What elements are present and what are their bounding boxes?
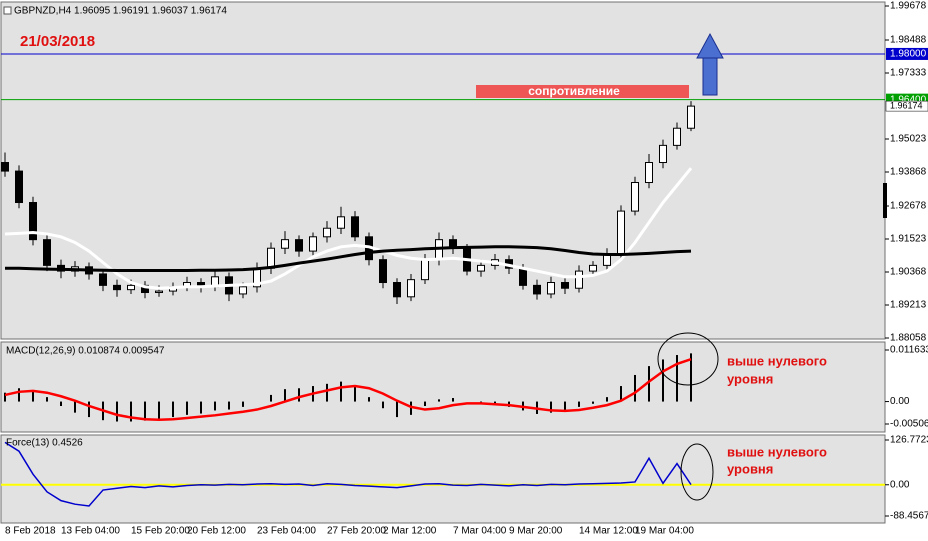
- force-annotation: уровня: [727, 461, 773, 476]
- main-panel: [0, 1, 886, 340]
- candle-body: [687, 105, 695, 129]
- y-tick-label: 1.99678: [890, 1, 927, 12]
- x-tick-label: 8 Feb 2018: [5, 526, 56, 537]
- line: [4, 167, 693, 290]
- candle-body: [1, 162, 9, 172]
- candle-body: [631, 182, 639, 212]
- x-tick-label: 14 Mar 12:00: [579, 526, 638, 537]
- y-tick-label: 126.7723: [890, 435, 928, 446]
- candle-body: [393, 282, 401, 298]
- candle-body: [407, 279, 415, 298]
- x-tick-label: 20 Feb 12:00: [187, 526, 246, 537]
- current-price-box: [885, 100, 928, 112]
- y-tick-label: 1.93868: [890, 167, 927, 178]
- candle-body: [379, 259, 387, 284]
- x-tick-label: 19 Mar 04:00: [635, 526, 694, 537]
- candle-body: [127, 284, 135, 291]
- force-title: Force(13) 0.4526: [6, 438, 83, 449]
- candle-body: [617, 210, 625, 255]
- candle-body: [155, 290, 163, 294]
- scroll-marker: [883, 183, 887, 218]
- candle-body: [659, 144, 667, 164]
- candle-body: [519, 267, 527, 286]
- up-arrow: [696, 32, 724, 96]
- highlight-ellipse: [680, 443, 714, 501]
- force-panel: [0, 434, 886, 524]
- candle-body: [589, 264, 597, 272]
- candle-body: [323, 227, 331, 238]
- candle-body: [575, 270, 583, 289]
- level-label-box: [886, 47, 928, 60]
- macd-panel: [0, 341, 886, 433]
- x-tick-label: 15 Feb 20:00: [131, 526, 190, 537]
- force-annotation: выше нулевого: [727, 444, 827, 459]
- symbol-icon: [3, 6, 12, 15]
- macd-annotation: уровня: [727, 371, 773, 386]
- candle-body: [561, 282, 569, 289]
- candle-body: [239, 286, 247, 295]
- y-tick-label: 1.88058: [890, 333, 927, 344]
- candle-body: [15, 170, 23, 204]
- line: [5, 245, 692, 273]
- y-tick-label: 1.92678: [890, 201, 927, 212]
- x-tick-label: 13 Feb 04:00: [61, 526, 120, 537]
- candle-body: [337, 216, 345, 229]
- x-tick-label: 23 Feb 04:00: [257, 526, 316, 537]
- y-tick-label: 1.90368: [890, 267, 927, 278]
- candle-body: [351, 216, 359, 238]
- y-tick-label: 1.89213: [890, 300, 927, 311]
- y-tick-label: -88.4567: [890, 511, 928, 522]
- candle-body: [547, 282, 555, 295]
- candle-body: [43, 239, 51, 266]
- line: [4, 358, 692, 421]
- candle-body: [533, 284, 541, 295]
- y-tick-label: 0.00: [890, 479, 910, 490]
- date-annotation: 21/03/2018: [20, 33, 95, 50]
- candle-body: [477, 264, 485, 272]
- chart-title: GBPNZD,H4 1.96095 1.96191 1.96037 1.9617…: [14, 6, 227, 17]
- y-tick-label: 1.97333: [890, 68, 927, 79]
- candle-body: [113, 284, 121, 291]
- candle-body: [673, 127, 681, 146]
- level-label: 1.98000: [890, 49, 927, 60]
- arrow-head: [696, 32, 724, 59]
- macd-title: MACD(12,26,9) 0.010874 0.009547: [6, 346, 165, 357]
- candle-body: [645, 162, 653, 184]
- y-tick-label: 1.91523: [890, 234, 927, 245]
- candle-body: [309, 236, 317, 252]
- candle-body: [29, 202, 37, 241]
- x-tick-label: 9 Mar 20:00: [509, 526, 563, 537]
- resistance-label: сопротивление: [528, 84, 620, 98]
- candle-body: [295, 239, 303, 252]
- candle-body: [281, 239, 289, 249]
- y-tick-label: 0.011633: [890, 345, 928, 356]
- x-tick-label: 2 Mar 12:00: [383, 526, 437, 537]
- y-tick-label: 1.95023: [890, 134, 927, 145]
- candle-body: [421, 259, 429, 281]
- x-tick-label: 7 Mar 04:00: [453, 526, 507, 537]
- line: [4, 441, 692, 507]
- current-price-label: 1.96174: [890, 100, 923, 110]
- highlight-ellipse: [657, 332, 719, 386]
- resistance-box: [476, 85, 689, 98]
- y-tick-label: 0.00: [890, 396, 910, 407]
- y-tick-label: 1.98488: [890, 35, 927, 46]
- macd-annotation: выше нулевого: [727, 353, 827, 368]
- arrow-shaft: [702, 56, 718, 96]
- candle-body: [267, 247, 275, 269]
- level-label: 1.96400: [890, 94, 927, 105]
- x-tick-label: 27 Feb 20:00: [327, 526, 386, 537]
- candle-body: [99, 273, 107, 286]
